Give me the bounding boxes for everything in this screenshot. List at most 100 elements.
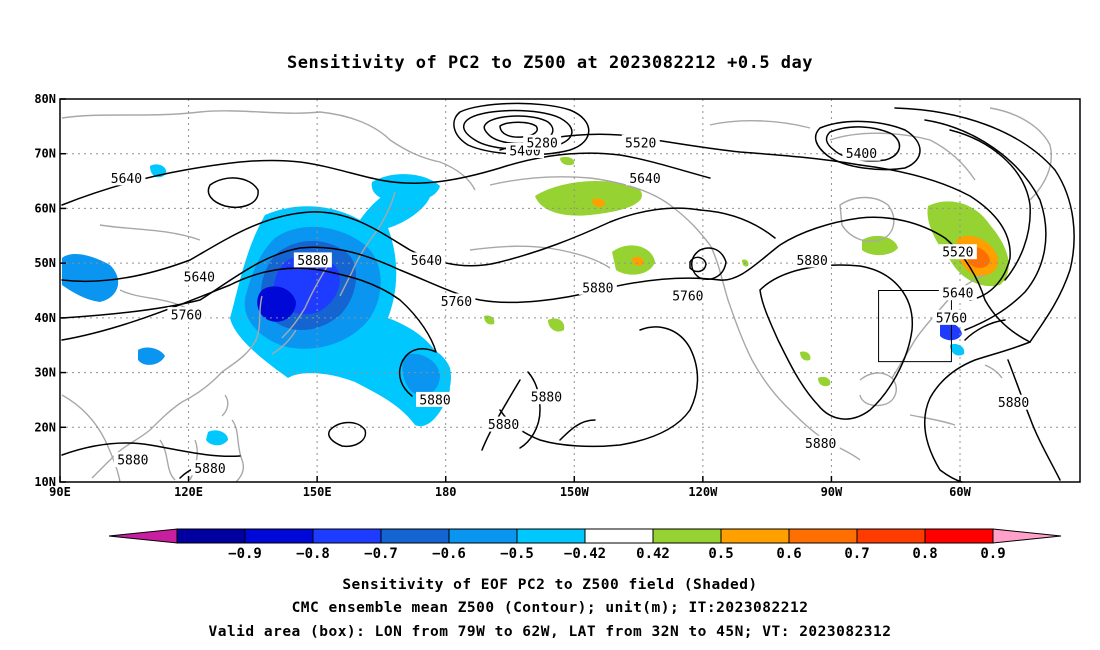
contour-label: 5640 bbox=[411, 254, 442, 269]
x-tick-label: 120E bbox=[174, 485, 203, 499]
contour-label: 5880 bbox=[488, 418, 519, 433]
map-frame bbox=[59, 98, 1081, 483]
contour-label: 5880 bbox=[998, 396, 1029, 411]
contour-5280-core bbox=[499, 121, 538, 138]
coast-arctic-islands bbox=[709, 120, 976, 181]
shading-china-spot bbox=[138, 347, 165, 365]
contour-label-bg bbox=[293, 252, 332, 268]
contour-label-bg bbox=[938, 285, 977, 301]
contour-label-bg bbox=[994, 394, 1033, 410]
colorbar-label: −0.9 bbox=[228, 546, 262, 562]
caption-line-3: Valid area (box): LON from 79W to 62W, L… bbox=[208, 624, 891, 640]
y-tick-label: 50N bbox=[34, 256, 56, 270]
contour-5640-trough bbox=[691, 209, 776, 280]
x-tick-label: 180 bbox=[435, 485, 457, 499]
coast-philippines bbox=[231, 419, 245, 483]
x-tick-label: 90E bbox=[49, 485, 71, 499]
colorbar-segment bbox=[312, 528, 382, 544]
caption: Sensitivity of EOF PC2 to Z500 field (Sh… bbox=[208, 577, 891, 640]
contour-trough-inner bbox=[689, 256, 707, 273]
shading-alaska-orange bbox=[592, 198, 606, 208]
coast-india bbox=[61, 394, 121, 483]
contour-label: 5640 bbox=[629, 172, 660, 187]
shading-central-asia bbox=[62, 254, 119, 302]
shading-arctic-green bbox=[560, 156, 575, 166]
contour-5880-mid-atlantic bbox=[964, 319, 1061, 481]
x-tick-label: 120W bbox=[688, 485, 718, 499]
contour-label-bg bbox=[484, 416, 523, 432]
valid-area-box bbox=[878, 290, 952, 363]
y-tick-label: 70N bbox=[34, 147, 56, 161]
colorbar-segment bbox=[380, 528, 450, 544]
y-tick-label: 80N bbox=[34, 92, 56, 106]
colorbar-label: −0.6 bbox=[432, 546, 466, 562]
colorbar-label: 0.6 bbox=[776, 546, 801, 562]
shading-alaska-green bbox=[535, 181, 642, 216]
colorbar-segment bbox=[516, 528, 586, 544]
colorbar-segment bbox=[856, 528, 926, 544]
contour-5880-pacific-high bbox=[499, 326, 699, 448]
contour-label: 5880 bbox=[582, 281, 613, 296]
map-panel: 5640 5640 5760 5880 5640 5760 5880 5880 5880 5880… bbox=[34, 92, 1081, 499]
contour-label-bg bbox=[938, 244, 977, 260]
colorbar-label: −0.5 bbox=[500, 546, 534, 562]
contour-label: 5880 bbox=[117, 454, 148, 469]
colorbar-segment bbox=[176, 528, 246, 544]
contour-label-bg bbox=[437, 293, 476, 309]
contour-label: 5880 bbox=[531, 391, 562, 406]
x-tick-label: 150W bbox=[560, 485, 590, 499]
contour-label-bg bbox=[668, 287, 707, 303]
contour-5880-small-loop bbox=[328, 421, 367, 448]
contour-label-bg bbox=[793, 252, 832, 268]
contour-label: 5520 bbox=[625, 136, 656, 151]
contour-5760-east-pacific bbox=[719, 216, 1031, 343]
coast-inland-asia bbox=[99, 224, 201, 311]
contour-5520-labrador bbox=[949, 129, 1031, 281]
contour-labels: 5640 5640 5760 5880 5640 5760 5880 5880 5880 5880… bbox=[107, 134, 1033, 477]
coast-kamchatka bbox=[339, 191, 396, 297]
colorbar-label: −0.8 bbox=[296, 546, 330, 562]
contour-label-bg bbox=[842, 145, 881, 161]
colorbar-label: 0.7 bbox=[844, 546, 869, 562]
contour-5460-canada bbox=[825, 126, 901, 162]
shading-nova-scotia-light bbox=[950, 344, 965, 356]
contour-label: 5520 bbox=[942, 246, 973, 261]
contour-label: 5640 bbox=[942, 287, 973, 302]
y-tick-label: 40N bbox=[34, 311, 56, 325]
coast-caribbean bbox=[909, 364, 1003, 426]
shading-gulf-alaska-orange bbox=[632, 256, 645, 266]
coast-taiwan-se-asia bbox=[159, 394, 229, 481]
contour-5520-canada bbox=[859, 164, 1011, 301]
contour-label: 5400 bbox=[846, 147, 877, 162]
contour-label-bg bbox=[578, 279, 617, 295]
contour-5400-low bbox=[453, 102, 590, 156]
x-tick-label: 60W bbox=[949, 485, 971, 499]
contour-label: 5760 bbox=[171, 309, 202, 324]
contour-label: 5280 bbox=[526, 136, 557, 151]
x-tick-label: 90W bbox=[821, 485, 843, 499]
contour-label-bg bbox=[621, 134, 660, 150]
contour-label-bg bbox=[626, 170, 664, 186]
caption-line-2: CMC ensemble mean Z500 (Contour); unit(m… bbox=[292, 600, 809, 616]
contour-label-bg bbox=[932, 309, 971, 325]
shading-texas-green bbox=[800, 351, 811, 361]
caption-line-1: Sensitivity of EOF PC2 to Z500 field (Sh… bbox=[342, 577, 757, 593]
colorbar-segment bbox=[720, 528, 790, 544]
colorbar-label: 0.8 bbox=[912, 546, 937, 562]
colorbar-extend-high bbox=[992, 528, 1062, 544]
shading-india-spot bbox=[206, 430, 228, 446]
contour-5880-west-pacific bbox=[61, 267, 437, 397]
colorbar-label: 0.5 bbox=[708, 546, 733, 562]
contour-5400-canada bbox=[814, 120, 921, 171]
contour-label: 5880 bbox=[796, 254, 827, 269]
colorbar-label: −0.7 bbox=[364, 546, 398, 562]
figure-title: Sensitivity of PC2 to Z500 at 2023082212… bbox=[287, 53, 813, 73]
colorbar-segment bbox=[244, 528, 314, 544]
contour-5760-atlantic bbox=[894, 107, 1075, 343]
contour-label: 5760 bbox=[672, 289, 703, 304]
contour-label-bg bbox=[407, 252, 446, 268]
shading-deep-blue bbox=[257, 286, 296, 322]
contour-5880-ridge bbox=[759, 264, 914, 420]
coast-hudson-bay bbox=[839, 196, 895, 242]
